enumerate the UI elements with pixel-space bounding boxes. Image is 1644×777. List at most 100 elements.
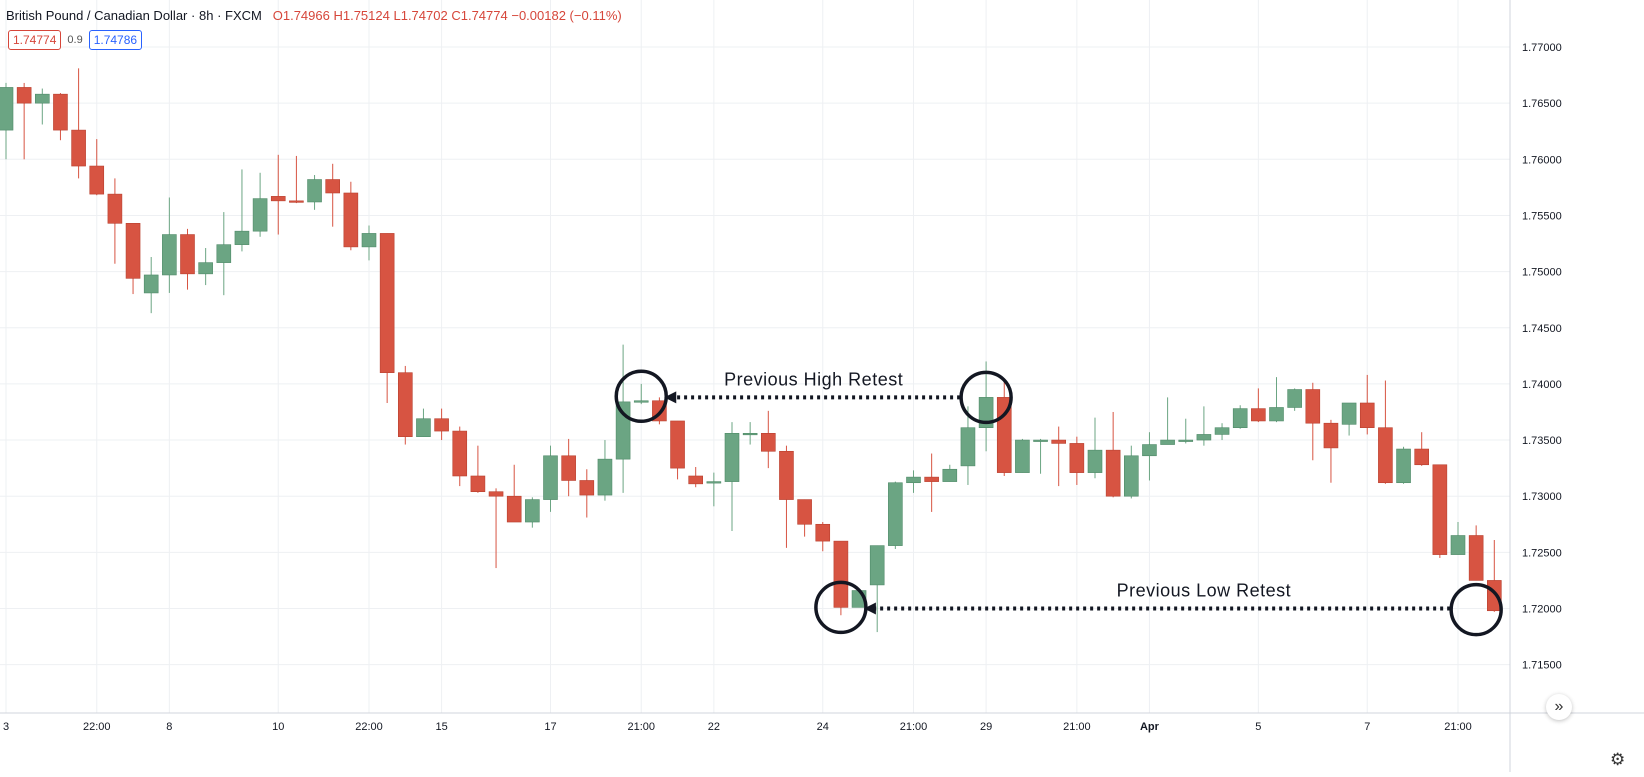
symbol-name: British Pound / Canadian Dollar xyxy=(6,8,188,23)
time-axis-label: 22:00 xyxy=(83,721,111,733)
candle-up xyxy=(416,418,431,437)
candle-down xyxy=(434,418,449,432)
candle-down xyxy=(1359,402,1375,428)
ohlc-low: L1.74702 xyxy=(393,8,448,23)
candle-down xyxy=(561,455,576,481)
candle-down xyxy=(1432,464,1448,555)
candle-up xyxy=(1269,407,1284,422)
candle-up xyxy=(162,234,177,276)
highlight-circle xyxy=(614,369,668,424)
candle-up xyxy=(1033,439,1048,442)
candle-up xyxy=(742,433,758,436)
chart-settings-button[interactable]: ⚙ xyxy=(1610,751,1625,768)
candle-down xyxy=(688,475,704,485)
candle-down xyxy=(180,234,195,275)
candle-down xyxy=(579,480,595,496)
candle-down xyxy=(1305,389,1321,424)
candle-up xyxy=(1142,444,1157,457)
candle-down xyxy=(506,495,522,523)
candle-up xyxy=(942,468,958,482)
candle-down xyxy=(289,200,304,203)
price-axis-label: 1.73500 xyxy=(1522,435,1562,447)
ohlc-close: C1.74774 xyxy=(451,8,508,23)
candle-down xyxy=(379,233,395,373)
candle-down xyxy=(1323,422,1339,449)
candle-up xyxy=(706,481,722,484)
candle-up xyxy=(34,93,50,104)
sell-price-button[interactable]: 1.74774 xyxy=(8,30,62,50)
interval-label[interactable]: 8h xyxy=(198,8,214,23)
candle-up xyxy=(216,244,232,263)
candle-up xyxy=(307,179,322,203)
candle-up xyxy=(361,233,377,248)
time-axis-label: 29 xyxy=(980,721,992,733)
candle-up xyxy=(615,401,631,460)
candle-down xyxy=(797,499,812,525)
time-axis-label: 8 xyxy=(166,721,172,733)
exchange-label: FXCM xyxy=(225,8,262,23)
candle-down xyxy=(452,430,468,477)
candle-down xyxy=(16,87,32,104)
time-axis-label: 22 xyxy=(708,721,720,733)
spread-value: 0.9 xyxy=(67,34,83,46)
candle-up xyxy=(0,87,14,131)
price-axis-label: 1.76000 xyxy=(1522,154,1562,166)
arrowhead-icon xyxy=(863,602,876,615)
candle-up xyxy=(143,274,159,294)
highlight-circle xyxy=(814,580,868,635)
ohlc-high: H1.75124 xyxy=(333,8,390,23)
candle-up xyxy=(1396,448,1411,484)
time-axis-label: 22:00 xyxy=(355,721,383,733)
candle-down xyxy=(1105,449,1121,497)
scroll-to-realtime-button[interactable]: » xyxy=(1546,694,1572,720)
time-axis-label: 21:00 xyxy=(627,721,655,733)
candle-down xyxy=(270,196,286,202)
candle-up xyxy=(1196,434,1212,441)
candle-up xyxy=(1087,449,1103,473)
time-axis-label: 15 xyxy=(435,721,447,733)
candle-down xyxy=(107,193,123,224)
gear-icon: ⚙ xyxy=(1610,750,1626,769)
candle-up xyxy=(543,455,558,500)
time-axis-label: 17 xyxy=(544,721,556,733)
time-axis-label: 24 xyxy=(817,721,829,733)
candle-down xyxy=(1069,443,1085,473)
candle-up xyxy=(906,476,921,484)
candle-up xyxy=(525,499,540,523)
candle-down xyxy=(1251,408,1266,422)
candle-down xyxy=(71,129,86,167)
candle-down xyxy=(815,523,831,542)
candle-up xyxy=(1178,439,1194,442)
arrowhead-icon xyxy=(664,391,677,404)
annotations: Previous High Retest Previous Low Retest xyxy=(614,369,1503,637)
candle-down xyxy=(325,179,341,194)
time-axis-label: 7 xyxy=(1364,721,1370,733)
candle-down xyxy=(760,433,776,452)
buy-price-button[interactable]: 1.74786 xyxy=(88,30,143,50)
symbol-legend: British Pound / Canadian Dollar · 8h · F… xyxy=(6,8,622,23)
ohlc-open: O1.74966 xyxy=(272,8,330,23)
price-axis-label: 1.75500 xyxy=(1522,210,1562,222)
candle-down xyxy=(1468,535,1484,581)
candle-up xyxy=(724,433,740,482)
time-axis-label: 21:00 xyxy=(900,721,928,733)
price-axis-label: 1.76500 xyxy=(1522,98,1562,110)
highlight-circle xyxy=(959,370,1013,425)
time-axis-label: 21:00 xyxy=(1444,721,1472,733)
candle-down xyxy=(470,475,486,493)
candle-down xyxy=(488,491,504,497)
candle-up xyxy=(1287,389,1302,408)
candle-up xyxy=(234,230,250,245)
candle-down xyxy=(343,192,359,248)
price-axis-label: 1.75000 xyxy=(1522,267,1562,279)
price-axis-label: 1.72500 xyxy=(1522,547,1562,559)
candle-down xyxy=(833,540,849,608)
candle-up xyxy=(1015,439,1030,473)
candle-up xyxy=(1232,408,1248,428)
double-chevron-right-icon: » xyxy=(1554,698,1564,715)
time-axis-label: Apr xyxy=(1140,721,1160,733)
highlight-circle xyxy=(1449,582,1503,637)
bid-ask-row: 1.74774 0.9 1.74786 xyxy=(8,30,143,50)
